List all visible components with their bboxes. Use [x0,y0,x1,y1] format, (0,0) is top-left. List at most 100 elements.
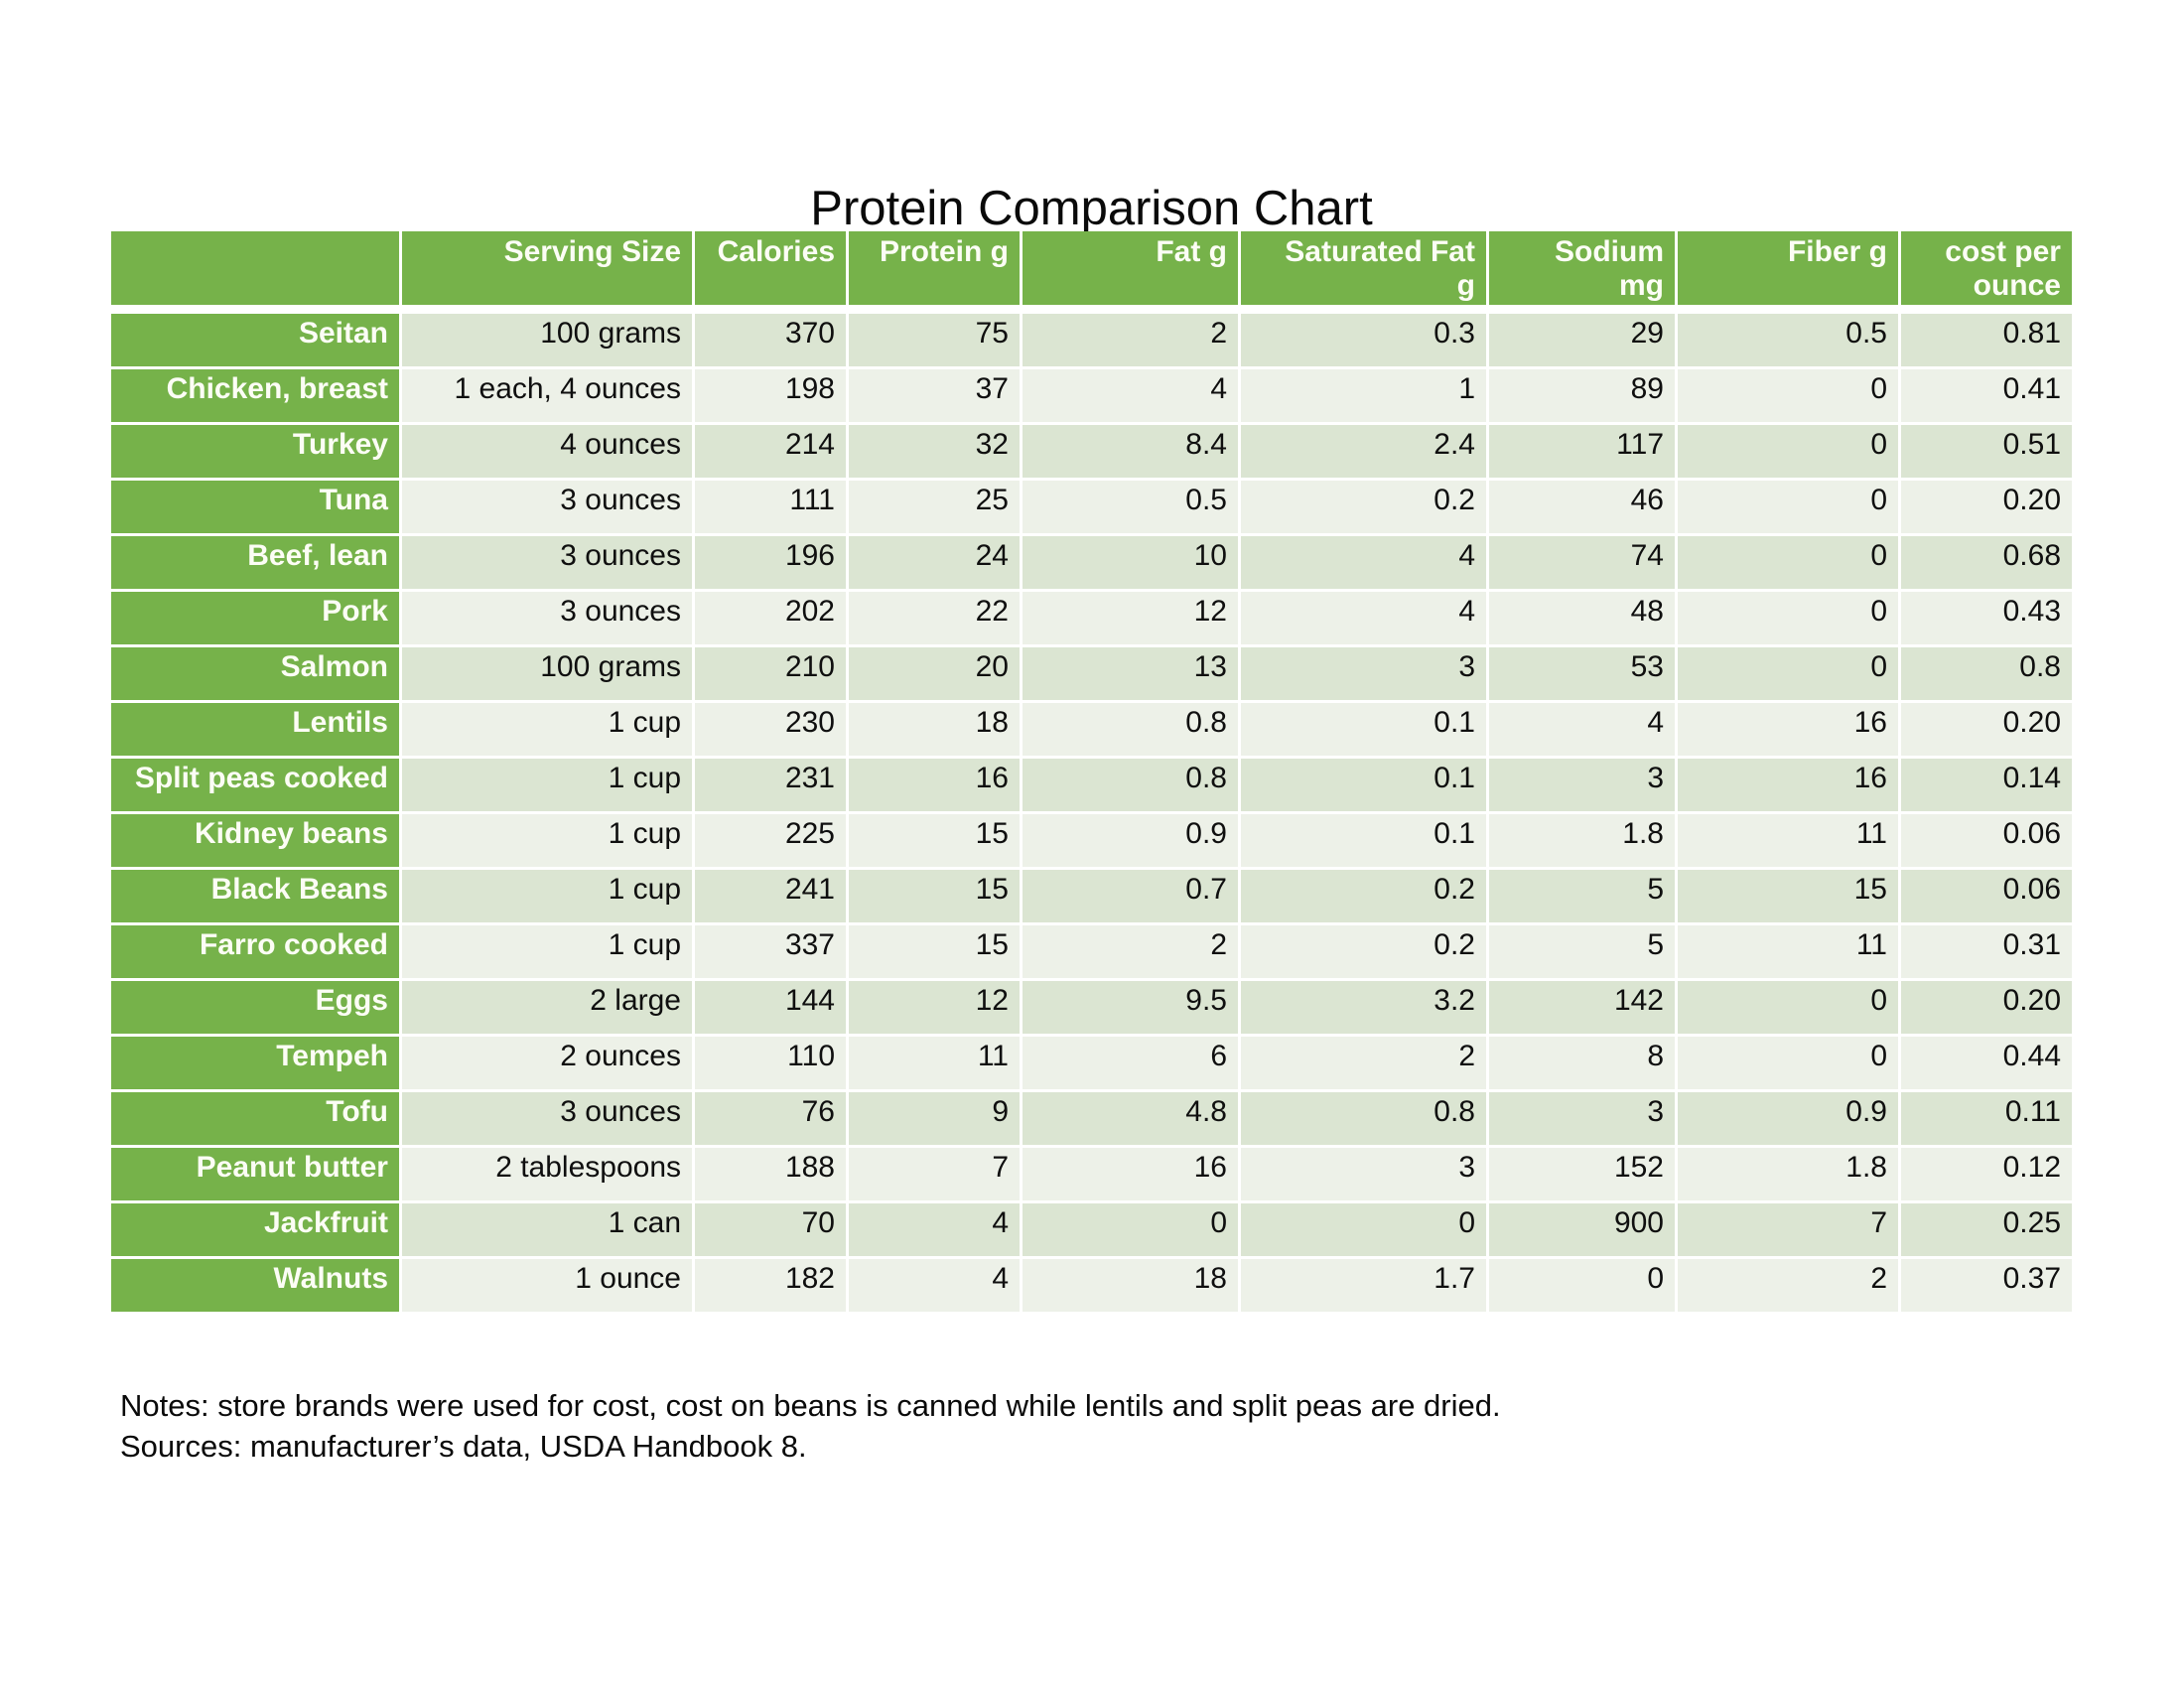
cell: 144 [695,981,846,1034]
cell: 0.2 [1241,481,1486,533]
cell: 0.31 [1901,925,2072,978]
cell: 0.81 [1901,314,2072,366]
cell: 4 [1489,703,1675,756]
cell: 0 [1678,981,1898,1034]
cell: 0.8 [1901,647,2072,700]
row-label: Kidney beans [111,814,399,867]
cell: 230 [695,703,846,756]
cell: 18 [1023,1259,1238,1312]
cell: 4 [849,1259,1020,1312]
cell: 1 cup [402,925,692,978]
cell: 3 ounces [402,592,692,644]
cell: 74 [1489,536,1675,589]
row-label: Farro cooked [111,925,399,978]
cell: 7 [849,1148,1020,1200]
cell: 0 [1678,481,1898,533]
table-row: Jackfruit 1 can 70 4 0 0 900 7 0.25 [111,1203,2072,1256]
cell: 4 [849,1203,1020,1256]
table-row: Pork 3 ounces 202 22 12 4 48 0 0.43 [111,592,2072,644]
cell: 2 [1678,1259,1898,1312]
cell: 0.7 [1023,870,1238,922]
cell: 2 [1023,925,1238,978]
cell: 231 [695,759,846,811]
column-header: Sodium mg [1489,231,1675,311]
row-label: Jackfruit [111,1203,399,1256]
cell: 4 [1023,369,1238,422]
cell: 1 cup [402,870,692,922]
cell: 10 [1023,536,1238,589]
cell: 7 [1678,1203,1898,1256]
table-row: Lentils 1 cup 230 18 0.8 0.1 4 16 0.20 [111,703,2072,756]
cell: 37 [849,369,1020,422]
cell: 0.41 [1901,369,2072,422]
cell: 0.20 [1901,481,2072,533]
header-row: Serving Size Calories Protein g Fat g Satura… [111,231,2072,311]
cell: 15 [849,870,1020,922]
cell: 0.12 [1901,1148,2072,1200]
cell: 210 [695,647,846,700]
row-label: Peanut butter [111,1148,399,1200]
cell: 15 [1678,870,1898,922]
cell: 89 [1489,369,1675,422]
cell: 2 ounces [402,1037,692,1089]
cell: 0.3 [1241,314,1486,366]
cell: 1.8 [1489,814,1675,867]
cell: 3 ounces [402,536,692,589]
cell: 3 ounces [402,481,692,533]
cell: 0.20 [1901,981,2072,1034]
cell: 25 [849,481,1020,533]
cell: 29 [1489,314,1675,366]
table-row: Walnuts 1 ounce 182 4 18 1.7 0 2 0.37 [111,1259,2072,1312]
cell: 0 [1678,369,1898,422]
cell: 4.8 [1023,1092,1238,1145]
cell: 196 [695,536,846,589]
cell: 110 [695,1037,846,1089]
cell: 100 grams [402,314,692,366]
table-row: Farro cooked 1 cup 337 15 2 0.2 5 11 0.31 [111,925,2072,978]
table-row: Turkey 4 ounces 214 32 8.4 2.4 117 0 0.51 [111,425,2072,478]
cell: 225 [695,814,846,867]
cell: 0 [1678,647,1898,700]
cell: 1 cup [402,759,692,811]
cell: 188 [695,1148,846,1200]
cell: 370 [695,314,846,366]
table-row: Kidney beans 1 cup 225 15 0.9 0.1 1.8 11 0.06 [111,814,2072,867]
cell: 1 cup [402,703,692,756]
row-label: Tempeh [111,1037,399,1089]
cell: 0.5 [1023,481,1238,533]
cell: 11 [1678,925,1898,978]
column-header: Calories [695,231,846,311]
cell: 6 [1023,1037,1238,1089]
cell: 0.1 [1241,759,1486,811]
table-row: Seitan 100 grams 370 75 2 0.3 29 0.5 0.81 [111,314,2072,366]
column-header: Protein g [849,231,1020,311]
column-header: Fat g [1023,231,1238,311]
cell: 2 [1241,1037,1486,1089]
table-body: Seitan 100 grams 370 75 2 0.3 29 0.5 0.81 Chicken… [111,314,2072,1312]
cell: 142 [1489,981,1675,1034]
cell: 900 [1489,1203,1675,1256]
cell: 24 [849,536,1020,589]
cell: 8 [1489,1037,1675,1089]
cell: 152 [1489,1148,1675,1200]
cell: 0 [1678,1037,1898,1089]
cell: 0.20 [1901,703,2072,756]
cell: 70 [695,1203,846,1256]
row-label: Eggs [111,981,399,1034]
cell: 1.8 [1678,1148,1898,1200]
cell: 2 [1023,314,1238,366]
table-row: Eggs 2 large 144 12 9.5 3.2 142 0 0.20 [111,981,2072,1034]
row-label: Black Beans [111,870,399,922]
cell: 53 [1489,647,1675,700]
cell: 18 [849,703,1020,756]
cell: 22 [849,592,1020,644]
corner-cell [111,231,399,311]
row-label: Walnuts [111,1259,399,1312]
cell: 32 [849,425,1020,478]
table-header: Serving Size Calories Protein g Fat g Satura… [111,231,2072,311]
row-label: Salmon [111,647,399,700]
cell: 0.1 [1241,703,1486,756]
cell: 13 [1023,647,1238,700]
cell: 1 cup [402,814,692,867]
cell: 4 ounces [402,425,692,478]
